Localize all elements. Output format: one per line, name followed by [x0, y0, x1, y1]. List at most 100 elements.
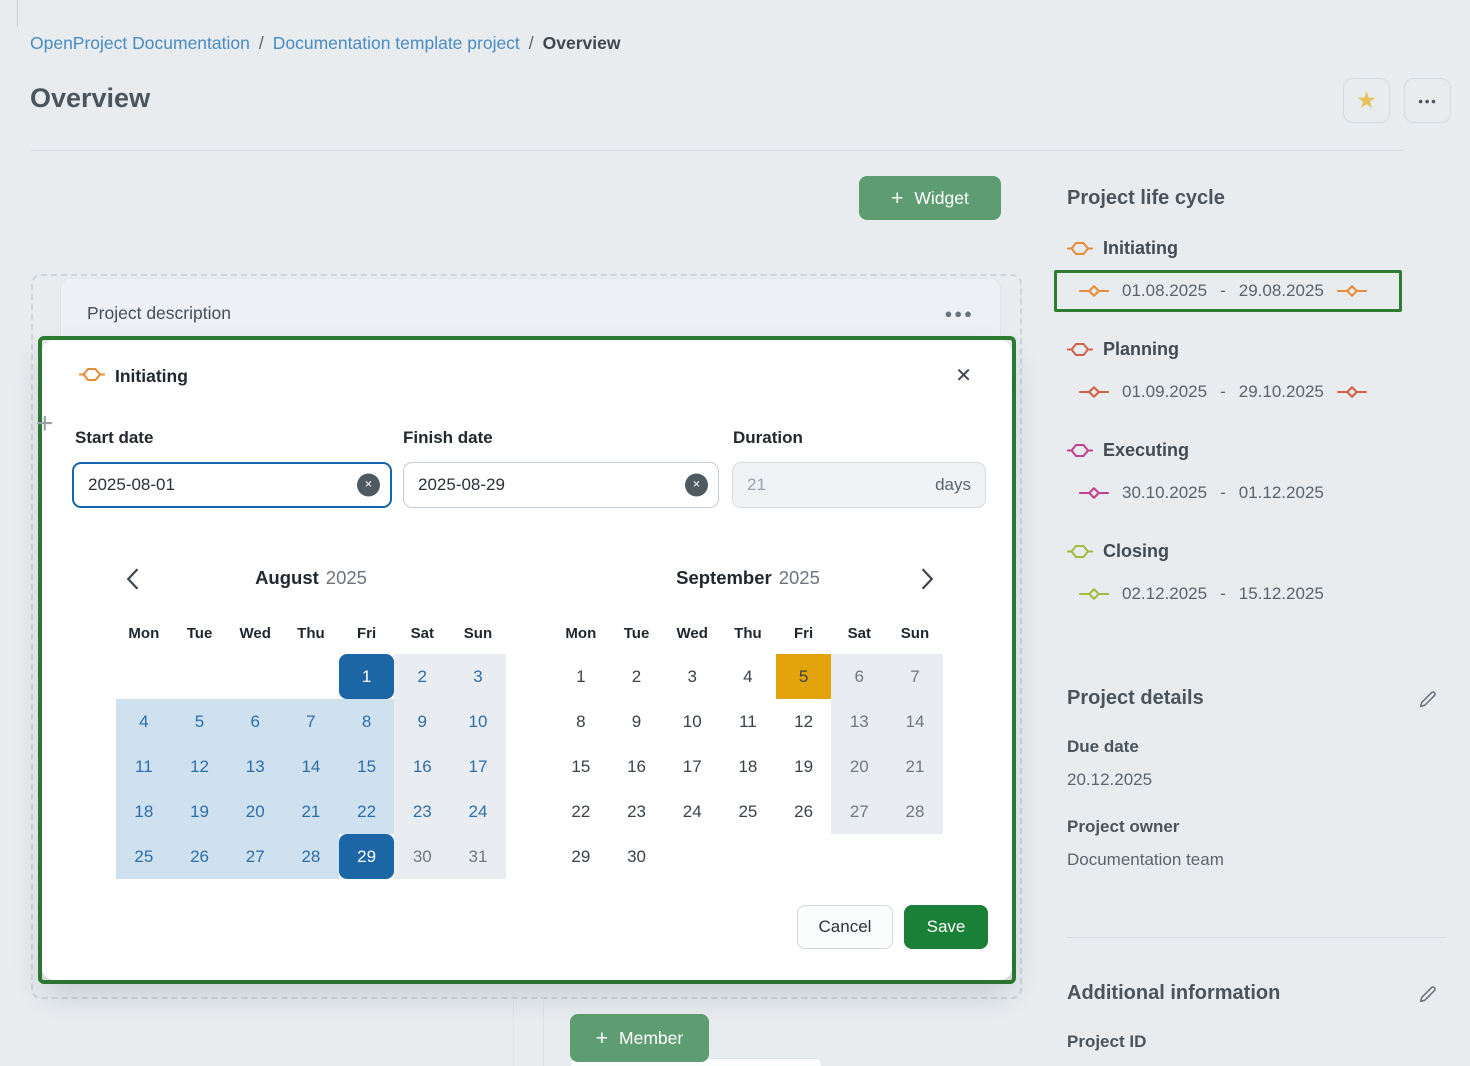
- calendar-day-12[interactable]: 12: [171, 744, 228, 789]
- calendar-day-17[interactable]: 17: [682, 757, 702, 776]
- calendar-day-31[interactable]: 31: [450, 834, 506, 879]
- phase-dates-row[interactable]: 02.12.2025-15.12.2025: [1054, 573, 1402, 615]
- finish-date-label: Finish date: [403, 428, 493, 447]
- previous-month-button[interactable]: [118, 566, 146, 594]
- calendar-day-17[interactable]: 17: [450, 744, 506, 789]
- calendar-day-23[interactable]: 23: [627, 802, 646, 821]
- calendar-day-30[interactable]: 30: [394, 834, 451, 879]
- column-divider: [513, 995, 514, 1066]
- calendar-day-18[interactable]: 18: [738, 757, 758, 776]
- weekday-label: Mon: [565, 625, 597, 642]
- phase-name-row: Executing: [1067, 437, 1446, 463]
- weekday-label: Tue: [186, 625, 213, 642]
- calendar-day-26[interactable]: 26: [794, 802, 814, 821]
- calendar-day-27[interactable]: 27: [227, 834, 284, 879]
- calendar-day-24[interactable]: 24: [682, 802, 702, 821]
- calendar-day-29[interactable]: 29: [571, 847, 591, 866]
- calendar-day-14[interactable]: 14: [887, 699, 943, 744]
- phase-dates-row[interactable]: 01.08.2025-29.08.2025: [1054, 270, 1402, 312]
- start-date-input[interactable]: [74, 464, 390, 506]
- calendar-day-18[interactable]: 18: [116, 789, 172, 834]
- calendar-day-4[interactable]: 4: [743, 667, 753, 686]
- cancel-button[interactable]: Cancel: [797, 905, 893, 949]
- calendar-day-8[interactable]: 8: [338, 699, 395, 744]
- close-button[interactable]: ✕: [949, 362, 978, 389]
- favorite-button[interactable]: ★: [1343, 78, 1390, 123]
- add-column-icon[interactable]: +: [36, 407, 54, 440]
- calendar-day-2[interactable]: 2: [394, 654, 451, 699]
- calendar-day-29[interactable]: 29: [338, 834, 395, 879]
- calendar-day-26[interactable]: 26: [171, 834, 228, 879]
- calendar-day-13[interactable]: 13: [227, 744, 284, 789]
- calendar-day-14[interactable]: 14: [283, 744, 339, 789]
- calendar-day-13[interactable]: 13: [831, 699, 888, 744]
- calendar-day-7[interactable]: 7: [283, 699, 339, 744]
- calendar-day-15[interactable]: 15: [571, 757, 591, 776]
- page-more-menu-button[interactable]: ●●●: [1404, 78, 1451, 123]
- calendar-day-19[interactable]: 19: [171, 789, 228, 834]
- milestone-diamond-icon: [1079, 386, 1109, 398]
- phase-dates-row[interactable]: 01.09.2025-29.10.2025: [1054, 371, 1402, 413]
- breadcrumb-link-project[interactable]: OpenProject Documentation: [30, 33, 250, 53]
- field-value: Documentation team: [1067, 850, 1224, 869]
- calendar-day-12[interactable]: 12: [794, 712, 814, 731]
- calendar-day-1[interactable]: 1: [576, 667, 586, 686]
- calendar-day-22[interactable]: 22: [571, 802, 591, 821]
- calendar-day-2[interactable]: 2: [631, 667, 642, 686]
- calendar-day-5[interactable]: 5: [775, 654, 832, 699]
- calendar-day-16[interactable]: 16: [627, 757, 646, 776]
- calendar-day-23[interactable]: 23: [394, 789, 451, 834]
- clear-finish-date-button[interactable]: ✕: [685, 473, 708, 497]
- widget-more-icon[interactable]: ●●●: [944, 306, 974, 321]
- next-month-button[interactable]: [913, 566, 941, 594]
- add-widget-button[interactable]: + Widget: [859, 176, 1001, 220]
- add-member-button[interactable]: + Member: [570, 1014, 709, 1062]
- calendar-day-9[interactable]: 9: [394, 699, 451, 744]
- empty-day-cell: [227, 654, 283, 699]
- calendar-day-5[interactable]: 5: [171, 699, 228, 744]
- calendar-day-21[interactable]: 21: [887, 744, 943, 789]
- field-due-date: Due date 20.12.2025: [1067, 737, 1446, 790]
- calendar-day-7[interactable]: 7: [887, 654, 943, 699]
- save-button[interactable]: Save: [904, 905, 988, 949]
- calendar-day-28[interactable]: 28: [283, 834, 339, 879]
- calendar-day-20[interactable]: 20: [831, 744, 888, 789]
- close-icon: ✕: [955, 365, 972, 387]
- breadcrumb-link-template[interactable]: Documentation template project: [272, 33, 520, 53]
- milestone-diamond-icon: [1079, 487, 1109, 499]
- calendar-day-15[interactable]: 15: [338, 744, 395, 789]
- calendar-day-6[interactable]: 6: [831, 654, 888, 699]
- calendar-day-3[interactable]: 3: [687, 667, 697, 686]
- header-divider: [30, 150, 1404, 151]
- calendar-day-1[interactable]: 1: [338, 654, 395, 699]
- calendar-day-19[interactable]: 19: [794, 757, 814, 776]
- phase-dates-row[interactable]: 30.10.2025-01.12.2025: [1054, 472, 1402, 514]
- duration-value: 21: [747, 475, 766, 494]
- calendar-day-4[interactable]: 4: [116, 699, 172, 744]
- calendar-day-11[interactable]: 11: [116, 744, 172, 789]
- calendar-day-9[interactable]: 9: [631, 712, 642, 731]
- edit-additional-button[interactable]: [1417, 984, 1438, 1010]
- calendar-day-10[interactable]: 10: [682, 712, 702, 731]
- date-range-dash: -: [1220, 584, 1226, 603]
- calendar-day-27[interactable]: 27: [831, 789, 888, 834]
- calendar-day-25[interactable]: 25: [116, 834, 172, 879]
- calendar-day-11[interactable]: 11: [739, 712, 757, 731]
- calendar-day-3[interactable]: 3: [450, 654, 506, 699]
- finish-date-input[interactable]: [404, 463, 718, 507]
- calendar-day-10[interactable]: 10: [450, 699, 506, 744]
- clear-start-date-button[interactable]: ✕: [357, 473, 380, 497]
- clear-icon: ✕: [364, 479, 373, 491]
- calendar-day-16[interactable]: 16: [394, 744, 451, 789]
- calendar-day-28[interactable]: 28: [887, 789, 943, 834]
- calendar-day-22[interactable]: 22: [338, 789, 395, 834]
- calendar-day-24[interactable]: 24: [450, 789, 506, 834]
- calendar-day-21[interactable]: 21: [283, 789, 339, 834]
- star-icon: ★: [1356, 87, 1377, 113]
- calendar-day-6[interactable]: 6: [227, 699, 284, 744]
- calendar-day-25[interactable]: 25: [738, 802, 758, 821]
- calendar-day-20[interactable]: 20: [227, 789, 284, 834]
- calendar-day-30[interactable]: 30: [627, 847, 646, 866]
- calendar-day-8[interactable]: 8: [576, 712, 586, 731]
- edit-details-button[interactable]: [1417, 689, 1438, 715]
